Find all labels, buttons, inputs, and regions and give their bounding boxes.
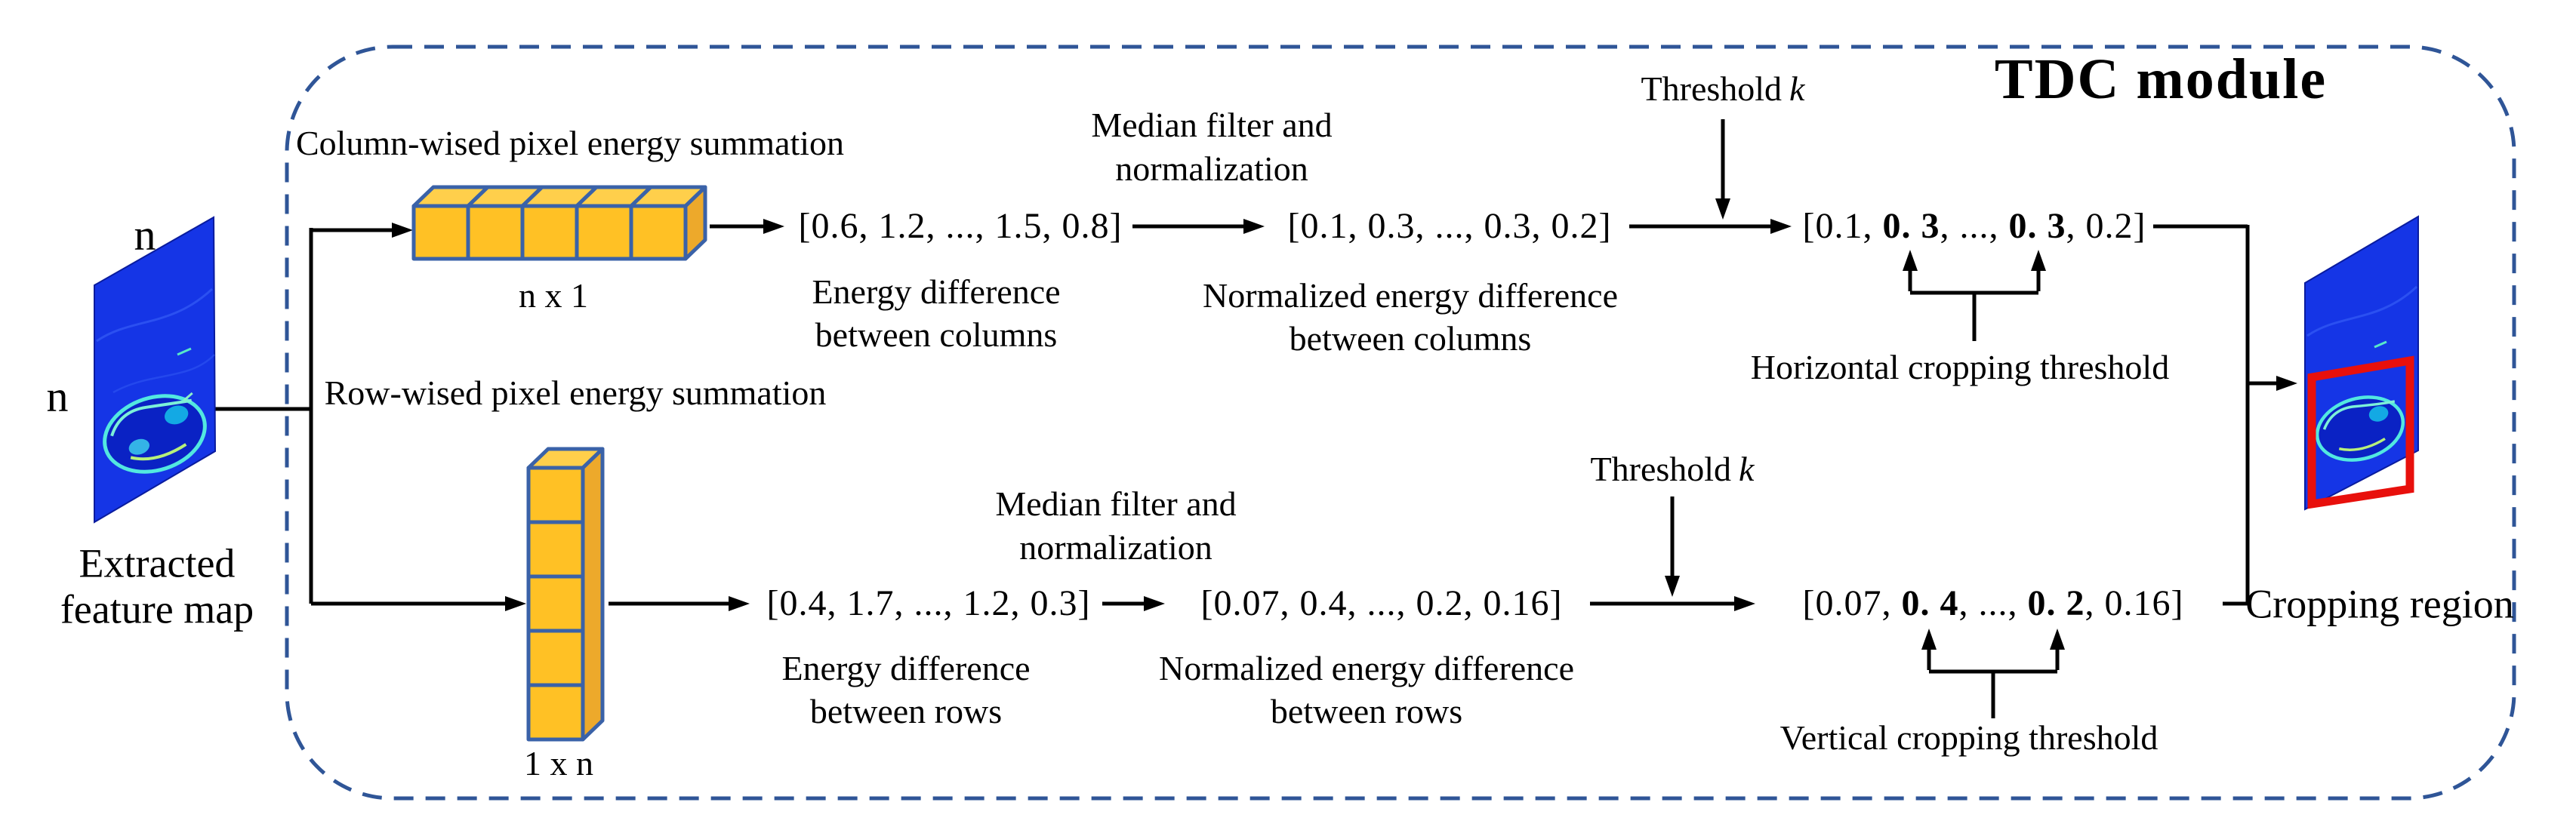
feature-map-caption-line1: Extracted (79, 540, 236, 586)
column-energy-caption-2: between columns (815, 315, 1058, 354)
vertical-crop-threshold-label: Vertical cropping threshold (1779, 718, 2158, 757)
row-threshold-vector: [0.07, 0. 4, ..., 0. 2, 0.16] (1802, 583, 2184, 623)
row-energy-caption-2: between rows (809, 691, 1003, 730)
row-box-dim-label: 1 x n (524, 743, 593, 782)
column-threshold-vector: [0.1, 0. 3, ..., 0. 3, 0.2] (1802, 205, 2146, 246)
column-energy-vector: [0.6, 1.2, ..., 1.5, 0.8] (798, 205, 1123, 246)
cropping-region-red-box (2307, 355, 2414, 509)
row-normalized-caption-2: between rows (1270, 691, 1463, 730)
row-energy-vector: [0.4, 1.7, ..., 1.2, 0.3] (766, 583, 1091, 623)
threshold-k-label-top: Threshold k (1641, 69, 1805, 108)
column-normalized-caption-2: between columns (1289, 318, 1532, 358)
row-thr-p0: [0.07, (1802, 583, 1902, 623)
threshold-var-top: k (1789, 69, 1805, 108)
connector-lines (204, 119, 2297, 718)
row-sum-boxes (526, 447, 605, 742)
column-sum-label: Column-wised pixel energy summation (295, 123, 845, 162)
col-thr-b1: 0. 3 (1882, 205, 1940, 246)
row-energy-caption-1: Energy difference (781, 648, 1031, 687)
column-energy-caption-1: Energy difference (812, 272, 1061, 311)
col-thr-p0: [0.1, (1802, 205, 1883, 246)
row-normalized-caption-1: Normalized energy difference (1158, 648, 1575, 687)
feature-object-blob (103, 392, 207, 474)
row-filter-label-1: Median filter and (995, 484, 1237, 523)
tdc-module-dashed-border (285, 45, 2516, 801)
column-box-dim-label: n x 1 (519, 275, 588, 315)
row-thr-b2: 0. 2 (2027, 583, 2085, 623)
extracted-feature-map-image (94, 216, 217, 524)
row-sum-label: Row-wised pixel energy summation (324, 373, 827, 412)
row-thr-p1: , ..., (1958, 583, 2028, 623)
threshold-k-label-bottom: Threshold k (1590, 449, 1755, 488)
row-normalized-vector: [0.07, 0.4, ..., 0.2, 0.16] (1200, 583, 1563, 623)
feature-map-caption-line2: feature map (60, 586, 254, 632)
row-thr-b1: 0. 4 (1901, 583, 1959, 623)
col-thr-p1: , ..., (1940, 205, 2009, 246)
col-thr-b2: 0. 3 (2008, 205, 2066, 246)
column-normalized-vector: [0.1, 0.3, ..., 0.3, 0.2] (1287, 205, 1612, 246)
row-thr-p2: , 0.16] (2085, 583, 2184, 623)
feature-map-dim-left: n (46, 371, 69, 421)
horizontal-crop-threshold-label: Horizontal cropping threshold (1750, 347, 2170, 386)
cropping-region-caption: Cropping region (2245, 581, 2514, 627)
column-filter-label-1: Median filter and (1091, 105, 1333, 144)
col-thr-p2: , 0.2] (2066, 205, 2146, 246)
feature-map-dim-top: n (134, 210, 156, 260)
column-normalized-caption-1: Normalized energy difference (1202, 275, 1619, 315)
cropped-feature-map-image (2304, 215, 2419, 511)
cropped-object-blob (2315, 395, 2405, 462)
row-filter-label-2: normalization (1019, 527, 1213, 567)
page-title: TDC module (1994, 48, 2328, 112)
threshold-word-bottom: Threshold (1590, 449, 1732, 488)
column-sum-boxes (411, 185, 707, 261)
threshold-var-bottom: k (1739, 449, 1755, 488)
column-filter-label-2: normalization (1115, 149, 1308, 188)
threshold-word-top: Threshold (1641, 69, 1783, 108)
